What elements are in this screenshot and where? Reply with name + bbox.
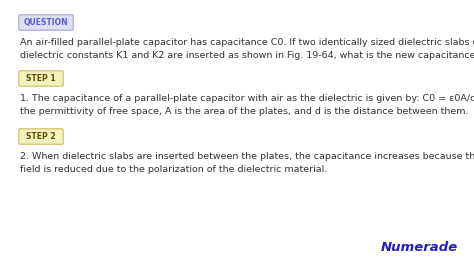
FancyBboxPatch shape (19, 129, 63, 144)
Text: QUESTION: QUESTION (24, 18, 68, 27)
Text: STEP 1: STEP 1 (26, 74, 56, 83)
Text: 2. When dielectric slabs are inserted between the plates, the capacitance increa: 2. When dielectric slabs are inserted be… (20, 152, 474, 161)
Text: STEP 2: STEP 2 (26, 132, 56, 141)
FancyBboxPatch shape (19, 71, 63, 86)
Text: field is reduced due to the polarization of the dielectric material.: field is reduced due to the polarization… (20, 165, 327, 174)
Text: dielectric constants K1 and K2 are inserted as shown in Fig. 19-64, what is the : dielectric constants K1 and K2 are inser… (20, 51, 474, 60)
Text: An air-filled parallel-plate capacitor has capacitance C0. If two identically si: An air-filled parallel-plate capacitor h… (20, 38, 474, 47)
FancyBboxPatch shape (19, 15, 73, 30)
Text: Numerade: Numerade (381, 241, 458, 254)
Text: 1. The capacitance of a parallel-plate capacitor with air as the dielectric is g: 1. The capacitance of a parallel-plate c… (20, 94, 474, 103)
Text: the permittivity of free space, A is the area of the plates, and d is the distan: the permittivity of free space, A is the… (20, 107, 468, 116)
